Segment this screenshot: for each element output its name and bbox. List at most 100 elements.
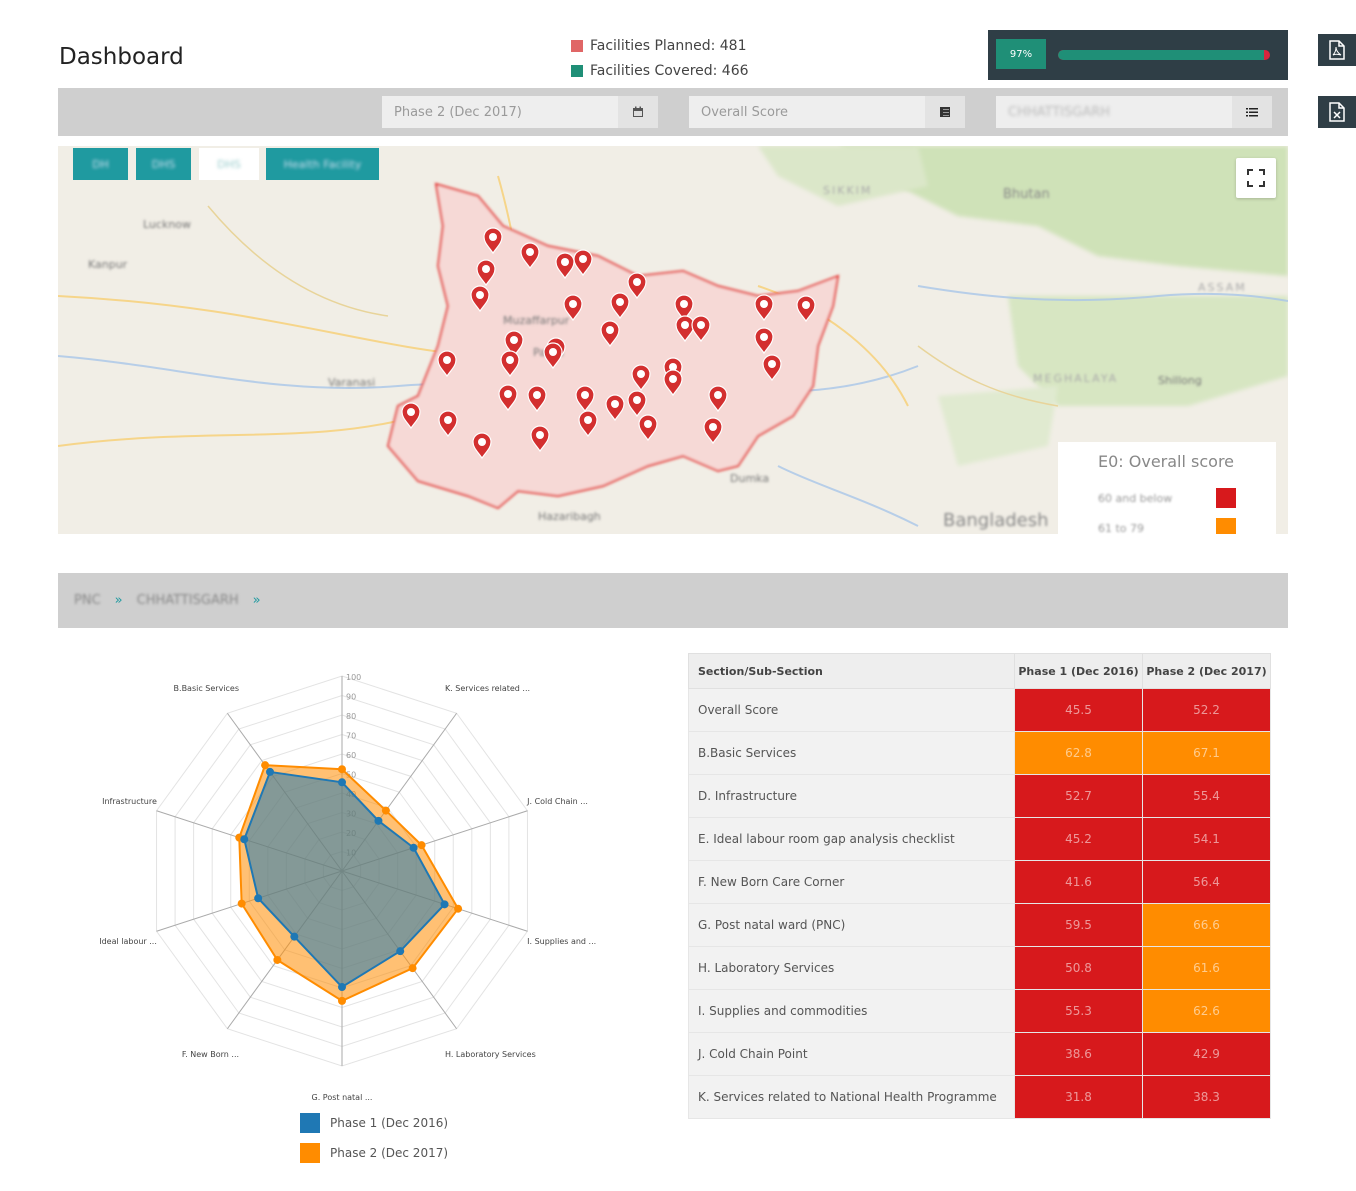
row-phase2-value: 38.3: [1142, 1075, 1271, 1119]
facility-marker-icon[interactable]: [437, 350, 457, 378]
facility-marker-icon[interactable]: [470, 285, 490, 313]
radar-point[interactable]: [273, 955, 282, 964]
facility-marker-icon[interactable]: [610, 292, 630, 320]
radar-point[interactable]: [374, 816, 383, 825]
fullscreen-button[interactable]: [1236, 158, 1276, 198]
facility-marker-icon[interactable]: [573, 249, 593, 277]
map-tab-dhs-active[interactable]: DHS: [199, 148, 259, 180]
facility-marker-icon[interactable]: [708, 385, 728, 413]
table-row[interactable]: Overall Score 45.5 52.2: [688, 688, 1271, 732]
facility-marker-icon[interactable]: [675, 315, 695, 343]
facility-marker-icon[interactable]: [543, 342, 563, 370]
radar-legend-phase1-label: Phase 1 (Dec 2016): [330, 1116, 449, 1130]
radar-point[interactable]: [338, 765, 346, 774]
radar-point[interactable]: [338, 996, 346, 1005]
facility-marker-icon[interactable]: [500, 350, 520, 378]
facility-marker-icon[interactable]: [691, 315, 711, 343]
facility-marker-icon[interactable]: [476, 259, 496, 287]
facility-marker-icon[interactable]: [483, 227, 503, 255]
breadcrumb-item-pnc[interactable]: PNC: [74, 593, 101, 608]
table-row[interactable]: D. Infrastructure 52.7 55.4: [688, 774, 1271, 818]
table-row[interactable]: G. Post natal ward (PNC) 59.5 66.6: [688, 903, 1271, 947]
area-value: CHHATTISGARH: [1008, 104, 1111, 120]
facility-marker-icon[interactable]: [504, 330, 524, 358]
radar-point[interactable]: [338, 983, 346, 992]
map-tab-dh[interactable]: DH: [73, 148, 128, 180]
radar-point[interactable]: [454, 904, 463, 913]
timeperiod-select[interactable]: Phase 2 (Dec 2017): [382, 96, 658, 128]
list-icon[interactable]: [925, 96, 965, 128]
facility-marker-icon[interactable]: [631, 364, 651, 392]
facility-marker-icon[interactable]: [401, 402, 421, 430]
facility-marker-icon[interactable]: [438, 410, 458, 438]
legend-label-mid: 61 to 79: [1098, 521, 1145, 535]
stat-covered-label: Facilities Covered: 466: [590, 62, 749, 79]
radar-point[interactable]: [290, 932, 299, 941]
facility-marker-icon[interactable]: [555, 252, 575, 280]
table-row[interactable]: I. Supplies and commodities 55.3 62.6: [688, 989, 1271, 1033]
facility-marker-icon[interactable]: [527, 385, 547, 413]
facility-marker-icon[interactable]: [754, 327, 774, 355]
radar-point[interactable]: [408, 964, 417, 973]
radar-point[interactable]: [338, 778, 346, 787]
facility-marker-icon[interactable]: [520, 242, 540, 270]
facility-marker-icon[interactable]: [600, 320, 620, 348]
facility-marker-icon[interactable]: [703, 417, 723, 445]
radar-point[interactable]: [266, 767, 275, 776]
facility-marker-icon[interactable]: [605, 394, 625, 422]
facility-marker-icon[interactable]: [796, 295, 816, 323]
facility-marker-icon[interactable]: [563, 294, 583, 322]
table-row[interactable]: J. Cold Chain Point 38.6 42.9: [688, 1032, 1271, 1076]
radar-axis-label: G. Post natal ...: [312, 1093, 373, 1100]
area-select[interactable]: CHHATTISGARH: [996, 96, 1272, 128]
breadcrumb-item-area[interactable]: CHHATTISGARH: [136, 593, 239, 608]
radar-point[interactable]: [409, 843, 418, 852]
table-row[interactable]: B.Basic Services 62.8 67.1: [688, 731, 1271, 775]
calendar-icon[interactable]: [618, 96, 658, 128]
facility-marker-icon[interactable]: [674, 294, 694, 322]
facility-marker-icon[interactable]: [627, 272, 647, 300]
row-section-name: I. Supplies and commodities: [688, 989, 1015, 1033]
table-row[interactable]: K. Services related to National Health P…: [688, 1075, 1271, 1119]
facility-marker-icon[interactable]: [627, 390, 647, 418]
facility-marker-icon[interactable]: [663, 369, 683, 397]
facility-marker-icon[interactable]: [498, 384, 518, 412]
pdf-icon: [1329, 40, 1345, 60]
radar-point[interactable]: [261, 761, 270, 770]
radar-legend-phase2[interactable]: Phase 2 (Dec 2017): [300, 1138, 448, 1168]
facility-marker-icon[interactable]: [762, 354, 782, 382]
facility-marker-icon[interactable]: [472, 432, 492, 460]
radar-point[interactable]: [254, 894, 263, 903]
radar-point[interactable]: [237, 899, 246, 908]
download-pdf-button[interactable]: [1318, 34, 1356, 66]
indicator-select[interactable]: Overall Score: [689, 96, 965, 128]
radar-point[interactable]: [417, 841, 426, 850]
radar-point[interactable]: [396, 947, 405, 956]
radar-point[interactable]: [381, 806, 390, 815]
stat-planned-label: Facilities Planned: 481: [590, 37, 747, 54]
map-label-shillong: Shillong: [1158, 374, 1202, 387]
timeperiod-value: Phase 2 (Dec 2017): [394, 104, 522, 120]
map-legend-title: E0: Overall score: [1098, 452, 1235, 471]
radar-axis-label: E. Ideal labour ...: [100, 937, 157, 946]
phase1-swatch: [300, 1113, 320, 1133]
facility-marker-icon[interactable]: [530, 425, 550, 453]
radar-legend-phase1[interactable]: Phase 1 (Dec 2016): [300, 1108, 448, 1138]
map-tab-dhs[interactable]: DHS: [136, 148, 191, 180]
download-excel-button[interactable]: [1318, 96, 1356, 128]
row-section-name: K. Services related to National Health P…: [688, 1075, 1015, 1119]
list-icon[interactable]: [1232, 96, 1272, 128]
table-row[interactable]: E. Ideal labour room gap analysis checkl…: [688, 817, 1271, 861]
map-tab-health-facility[interactable]: Health Facility: [266, 148, 379, 180]
table-row[interactable]: F. New Born Care Corner 41.6 56.4: [688, 860, 1271, 904]
facility-map[interactable]: Lucknow Kanpur Varanasi Muzaffarpur Patn…: [58, 146, 1288, 534]
radar-point[interactable]: [240, 835, 249, 844]
facility-marker-icon[interactable]: [754, 294, 774, 322]
table-row[interactable]: H. Laboratory Services 50.8 61.6: [688, 946, 1271, 990]
radar-axis-label: F. New Born ...: [182, 1050, 239, 1059]
legend-row-low: 60 and below: [1098, 483, 1236, 513]
facility-marker-icon[interactable]: [638, 414, 658, 442]
facility-marker-icon[interactable]: [575, 385, 595, 413]
facility-marker-icon[interactable]: [578, 410, 598, 438]
radar-point[interactable]: [440, 900, 449, 909]
